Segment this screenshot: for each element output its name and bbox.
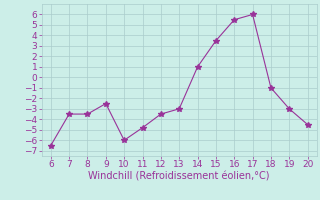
X-axis label: Windchill (Refroidissement éolien,°C): Windchill (Refroidissement éolien,°C) [88, 172, 270, 182]
